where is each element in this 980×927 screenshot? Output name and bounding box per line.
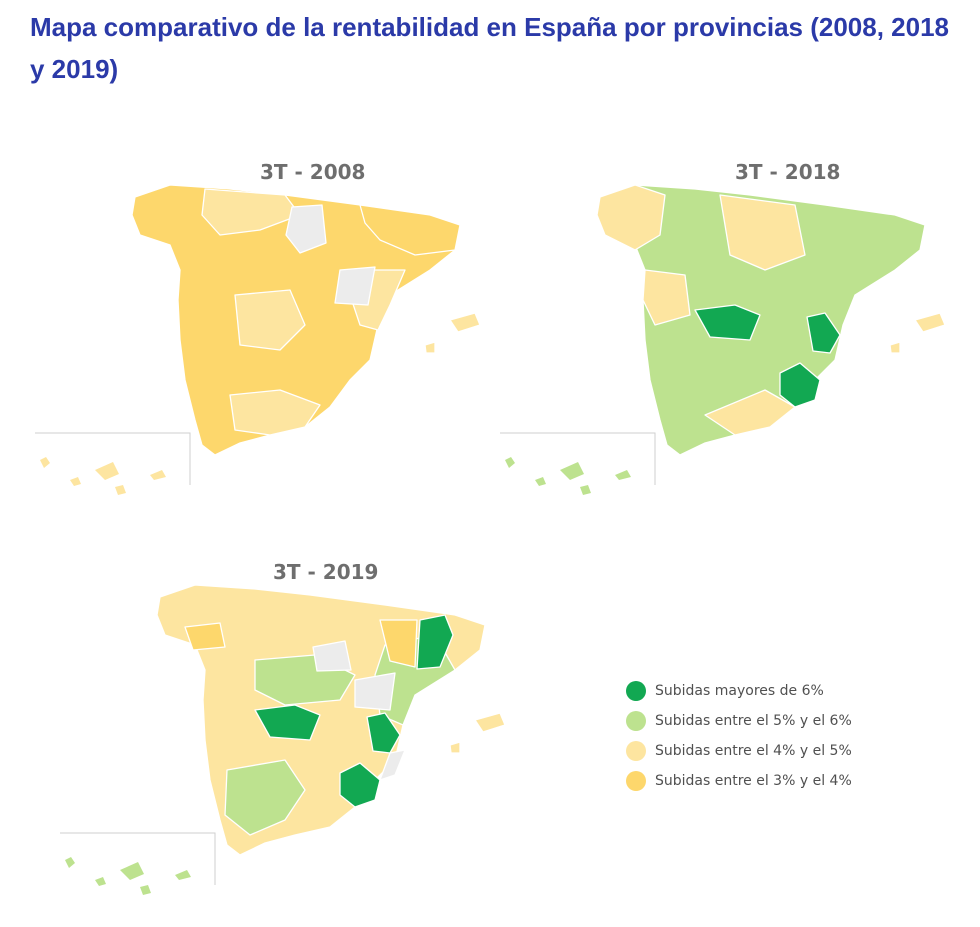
region-southeast [704,389,796,436]
region-southwest [224,759,306,836]
region-yellow-a [379,619,418,668]
map-title-2019: 3T - 2019 [273,560,379,584]
legend-label: Subidas entre el 4% y el 5% [655,743,852,759]
map-title-2018: 3T - 2018 [735,160,841,184]
region-northeast [359,204,461,256]
region-east-dark [806,312,841,354]
legend-item: Subidas entre el 5% y el 6% [626,706,852,736]
legend-item: Subidas mayores de 6% [626,676,852,706]
region-yellow-b [184,622,226,651]
legend-item: Subidas entre el 4% y el 5% [626,736,852,766]
map-2008 [35,184,481,495]
region-no-data-a [285,204,327,254]
legend-label: Subidas mayores de 6% [655,683,824,699]
legend-swatch-icon [626,681,646,701]
canarias-inset [500,432,656,495]
map-2018 [500,184,946,495]
legend-swatch-icon [626,741,646,761]
region-southeast-dark [339,762,381,808]
region-southeast-dark [779,362,821,408]
region-center-dark [694,304,761,341]
legend-item: Subidas entre el 3% y el 4% [626,766,852,796]
region-northwest [596,184,666,251]
region-south [229,389,321,436]
legend-swatch-icon [626,711,646,731]
region-alicante-no-data [379,749,406,781]
region-no-data-b [334,266,376,306]
canarias-inset [35,432,191,495]
region-no-data-a [312,640,352,672]
region-north [719,194,806,271]
legend-label: Subidas entre el 3% y el 4% [655,773,852,789]
region-east-dark [366,712,401,754]
region-northeast-dark [416,614,454,670]
region-center [234,289,306,351]
region-north [201,188,301,236]
legend: Subidas mayores de 6% Subidas entre el 5… [626,676,852,796]
region-west [642,269,691,326]
map-title-2008: 3T - 2008 [260,160,366,184]
canarias-inset [60,832,216,895]
legend-swatch-icon [626,771,646,791]
page-title: Mapa comparativo de la rentabilidad en E… [30,12,950,84]
region-no-data-b [354,672,396,711]
baleares [424,312,481,354]
legend-label: Subidas entre el 5% y el 6% [655,713,852,729]
baleares [889,312,946,354]
baleares [449,712,506,754]
map-2019 [60,584,506,895]
region-center-dark [254,704,321,741]
